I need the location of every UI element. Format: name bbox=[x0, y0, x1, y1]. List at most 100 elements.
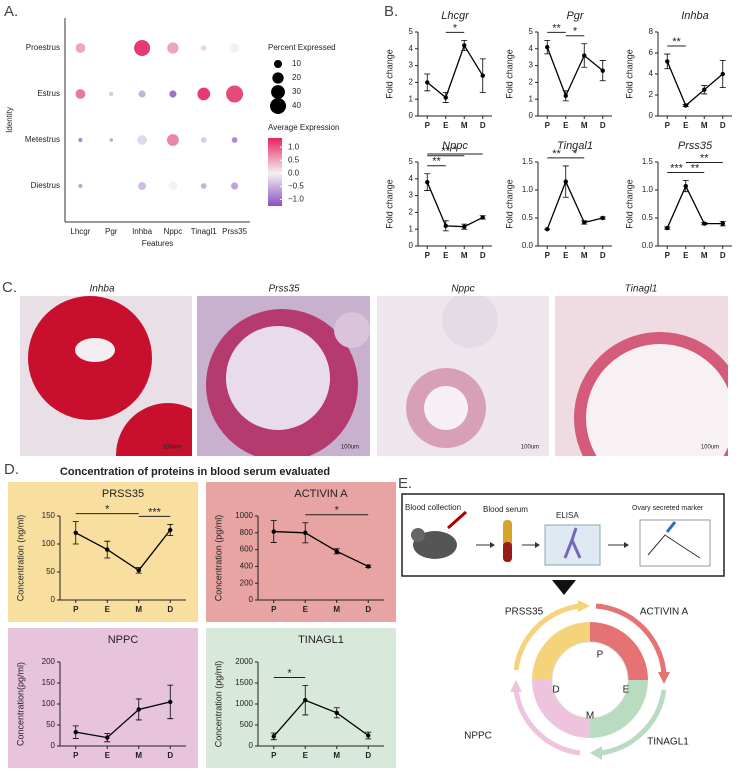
point bbox=[582, 220, 587, 225]
phase-label: M bbox=[586, 711, 594, 722]
image-label: Tinagl1 bbox=[625, 284, 658, 295]
x-tick-label: D bbox=[600, 121, 606, 130]
y-tick-label: 50 bbox=[46, 720, 55, 729]
y-tick-label: Diestrus bbox=[31, 181, 60, 190]
x-tick-label: M bbox=[333, 605, 340, 614]
y-tick-label: 200 bbox=[240, 578, 254, 587]
legend-dot bbox=[274, 60, 282, 68]
y-axis-label: Fold change bbox=[384, 179, 394, 229]
x-tick-label: E bbox=[683, 251, 689, 260]
chart-title: Lhcgr bbox=[441, 10, 470, 22]
y-tick-label: 2 bbox=[529, 78, 534, 87]
panel-background bbox=[206, 482, 396, 622]
y-tick-label: 0.0 bbox=[642, 241, 654, 250]
legend-dot bbox=[270, 98, 286, 114]
x-tick-label: E bbox=[303, 751, 309, 760]
cycle-diagram bbox=[510, 600, 670, 760]
y-tick-label: 2000 bbox=[235, 657, 253, 666]
line bbox=[273, 530, 369, 567]
x-tick-label: D bbox=[365, 751, 371, 760]
y-tick-label: 400 bbox=[240, 562, 254, 571]
workflow-box bbox=[401, 493, 725, 595]
point bbox=[600, 68, 605, 73]
point bbox=[702, 221, 707, 226]
y-axis-label: Fold change bbox=[504, 49, 514, 99]
x-tick-label: M bbox=[135, 605, 142, 614]
y-axis-label: Concentration (pg/ml) bbox=[213, 661, 223, 748]
significance-label: * bbox=[105, 504, 110, 516]
point bbox=[73, 530, 78, 535]
point bbox=[665, 225, 670, 231]
line bbox=[273, 699, 369, 737]
y-tick-label: 5 bbox=[409, 157, 414, 166]
y-axis-label: Concentration (pg/ml) bbox=[213, 515, 223, 602]
y-tick-label: 0 bbox=[409, 241, 414, 250]
step-label: Blood serum bbox=[483, 505, 528, 514]
y-tick-label: 200 bbox=[42, 657, 56, 666]
chart-title: ACTIVIN A bbox=[294, 488, 348, 500]
x-tick-label: Inhba bbox=[132, 227, 153, 236]
dot bbox=[75, 43, 86, 53]
point bbox=[303, 698, 308, 703]
significance-label: *** bbox=[148, 506, 162, 518]
x-tick-label: M bbox=[461, 121, 468, 130]
x-tick-label: P bbox=[271, 751, 277, 760]
point bbox=[425, 179, 430, 185]
x-tick-label: M bbox=[581, 121, 588, 130]
y-axis-label: Fold change bbox=[624, 179, 634, 229]
chart-title: Tingal1 bbox=[557, 140, 593, 152]
marker-label: ACTIVIN A bbox=[640, 607, 689, 618]
x-tick-label: E bbox=[105, 605, 111, 614]
y-tick-label: 0 bbox=[649, 111, 654, 120]
point bbox=[73, 729, 78, 735]
x-tick-label: D bbox=[480, 121, 486, 130]
line bbox=[546, 179, 603, 230]
y-tick-label: 1000 bbox=[235, 699, 253, 708]
point bbox=[366, 733, 371, 738]
significance-label: ** bbox=[552, 22, 561, 34]
y-tick-label: Estrus bbox=[37, 89, 60, 98]
chart-title: Pgr bbox=[566, 10, 584, 22]
line bbox=[75, 701, 171, 739]
y-axis-label: Identity bbox=[5, 107, 14, 133]
significance-label: * bbox=[453, 22, 458, 34]
y-tick-label: 2 bbox=[409, 78, 414, 87]
significance-label: * bbox=[573, 26, 578, 38]
panel-background bbox=[206, 628, 396, 768]
x-tick-label: P bbox=[425, 121, 431, 130]
x-tick-label: P bbox=[425, 251, 431, 260]
panel-background bbox=[8, 482, 198, 622]
x-tick-label: D bbox=[720, 251, 726, 260]
dot bbox=[168, 181, 178, 191]
line bbox=[426, 43, 484, 99]
y-tick-label: 4 bbox=[649, 69, 654, 78]
legend-dot bbox=[272, 72, 284, 84]
y-tick-label: 100 bbox=[42, 539, 56, 548]
scale-bar: 100um bbox=[341, 445, 359, 451]
x-tick-label: P bbox=[665, 121, 671, 130]
marker-label: PRSS35 bbox=[505, 607, 544, 618]
y-tick-label: 150 bbox=[42, 511, 56, 520]
histology-image bbox=[377, 296, 549, 456]
point bbox=[563, 179, 568, 184]
y-tick-label: 1 bbox=[529, 94, 534, 103]
x-tick-label: E bbox=[303, 605, 309, 614]
y-tick-label: 3 bbox=[529, 61, 534, 70]
y-tick-label: 600 bbox=[240, 545, 254, 554]
y-tick-label: 5 bbox=[409, 27, 414, 36]
panel-label: D. bbox=[4, 461, 19, 478]
y-tick-label: 4 bbox=[409, 44, 414, 53]
y-tick-label: 3 bbox=[409, 191, 414, 200]
panel-label: C. bbox=[2, 279, 17, 296]
x-tick-label: E bbox=[683, 121, 689, 130]
panel-title: Concentration of proteins in blood serum… bbox=[60, 466, 330, 478]
histology-image bbox=[197, 296, 370, 456]
point bbox=[720, 71, 725, 77]
point bbox=[271, 529, 276, 534]
point bbox=[443, 223, 448, 229]
image-label: Nppc bbox=[451, 284, 474, 295]
point bbox=[545, 44, 550, 50]
significance-label: ** bbox=[700, 152, 709, 164]
panel-label: E. bbox=[398, 475, 412, 492]
y-tick-label: 1000 bbox=[235, 511, 253, 520]
